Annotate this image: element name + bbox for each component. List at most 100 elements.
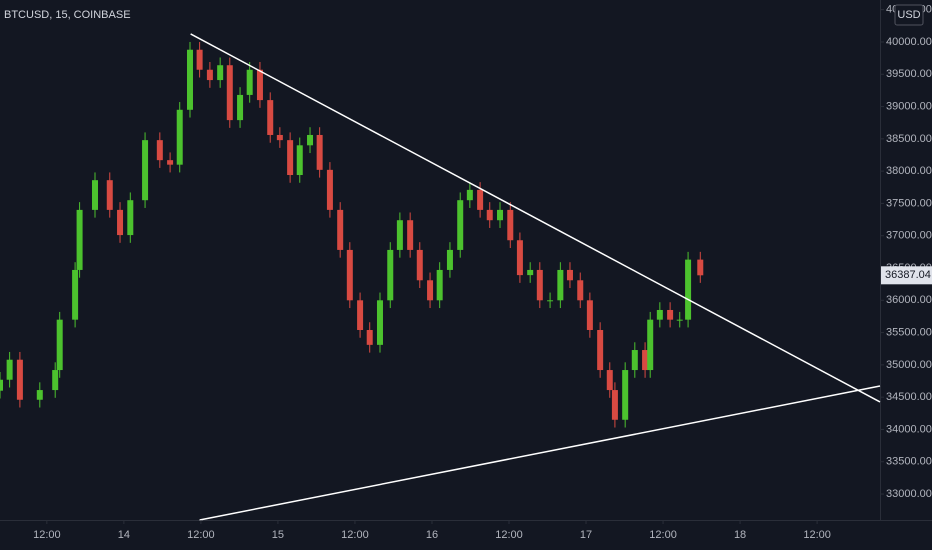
y-tick-label: 33500.00 xyxy=(886,456,932,468)
candle-body xyxy=(276,134,283,141)
candle-body xyxy=(357,300,364,331)
plot xyxy=(0,33,881,521)
candle-body xyxy=(316,134,323,170)
y-tick-label: 38000.00 xyxy=(886,165,932,177)
candle-body xyxy=(117,209,124,236)
candle-body xyxy=(156,140,163,161)
candle-body xyxy=(346,249,353,301)
candle-body xyxy=(606,370,613,391)
candle-body xyxy=(566,269,573,281)
candle-body xyxy=(577,280,584,301)
x-tick-label: 18 xyxy=(734,529,746,541)
x-tick-label: 17 xyxy=(580,529,592,541)
candle-body xyxy=(52,370,59,391)
candle-body xyxy=(226,65,233,121)
candle-body xyxy=(167,160,174,165)
candle-body xyxy=(196,49,203,70)
candle-body xyxy=(557,269,564,301)
candle-body xyxy=(127,200,134,236)
candle-body xyxy=(91,180,98,210)
y-tick-label: 33000.00 xyxy=(886,488,932,500)
y-tick-label: 35000.00 xyxy=(886,359,932,371)
x-tick-label: 12:00 xyxy=(495,529,523,541)
candle-body xyxy=(176,109,183,165)
candle-body xyxy=(656,309,663,320)
x-tick-label: 12:00 xyxy=(803,529,831,541)
candle-body xyxy=(477,189,484,210)
candle-body xyxy=(396,220,403,250)
candle-body xyxy=(237,94,244,121)
candle-body xyxy=(206,69,213,81)
x-tick-label: 15 xyxy=(272,529,284,541)
candle-body xyxy=(76,209,83,270)
chart-title: BTCUSD, 15, COINBASE xyxy=(4,9,131,21)
candle-body xyxy=(326,169,333,210)
y-tick-label: 37500.00 xyxy=(886,197,932,209)
candle-body xyxy=(0,379,3,391)
candle-body xyxy=(246,69,253,95)
candle-body xyxy=(547,300,554,302)
candle-body xyxy=(407,220,414,250)
candle-body xyxy=(106,180,113,210)
candle-body xyxy=(597,330,604,371)
y-tick-label: 34500.00 xyxy=(886,391,932,403)
last-price-label: 36387.04 xyxy=(885,269,931,281)
y-tick-label: 38500.00 xyxy=(886,133,932,145)
x-tick-label: 12:00 xyxy=(187,529,215,541)
candle-body xyxy=(36,390,43,400)
trend-line xyxy=(190,33,881,403)
candle-body xyxy=(685,259,692,320)
trend-line xyxy=(199,385,881,521)
x-tick-label: 14 xyxy=(118,529,130,541)
currency-label: USD xyxy=(897,9,920,21)
x-tick-label: 12:00 xyxy=(341,529,369,541)
candle-body xyxy=(376,300,383,345)
candle-body xyxy=(427,280,434,301)
candle-body xyxy=(337,209,344,250)
candle-body xyxy=(387,249,394,301)
candle-body xyxy=(527,269,534,276)
candle-body xyxy=(486,209,493,221)
candle-body xyxy=(647,319,654,371)
y-tick-label: 34000.00 xyxy=(886,423,932,435)
x-tick-label: 12:00 xyxy=(33,529,61,541)
candle-body xyxy=(6,359,13,380)
candle-body xyxy=(466,189,473,201)
candle-body xyxy=(366,330,373,345)
y-tick-label: 39500.00 xyxy=(886,68,932,80)
candle-body xyxy=(516,240,523,276)
candle-body xyxy=(267,100,274,135)
candle-body xyxy=(697,259,704,276)
candle-body xyxy=(642,350,649,371)
candle-body xyxy=(186,49,193,110)
candle-body xyxy=(667,309,674,320)
candle-body xyxy=(586,300,593,331)
candle-body xyxy=(536,269,543,301)
candle-body xyxy=(622,370,629,420)
candle-body xyxy=(256,69,263,101)
candle-body xyxy=(16,359,23,400)
y-tick-label: 40000.00 xyxy=(886,36,932,48)
candle-body xyxy=(56,319,63,371)
candle-body xyxy=(296,145,303,176)
candle-body xyxy=(72,269,79,320)
last-price-box xyxy=(881,266,932,285)
candle-body xyxy=(676,319,683,321)
y-tick-label: 39000.00 xyxy=(886,100,932,112)
candle-body xyxy=(457,200,464,250)
candle-body xyxy=(436,269,443,301)
candle-body xyxy=(287,140,294,176)
candle-body xyxy=(446,249,453,270)
currency-badge xyxy=(894,4,924,26)
x-tick-label: 16 xyxy=(426,529,438,541)
candle-body xyxy=(507,209,514,241)
candle-body xyxy=(307,134,314,146)
y-tick-label: 37000.00 xyxy=(886,230,932,242)
y-tick-label: 35500.00 xyxy=(886,326,932,338)
candle-body xyxy=(142,140,149,201)
y-tick-label: 36000.00 xyxy=(886,294,932,306)
candle-body xyxy=(217,65,224,81)
